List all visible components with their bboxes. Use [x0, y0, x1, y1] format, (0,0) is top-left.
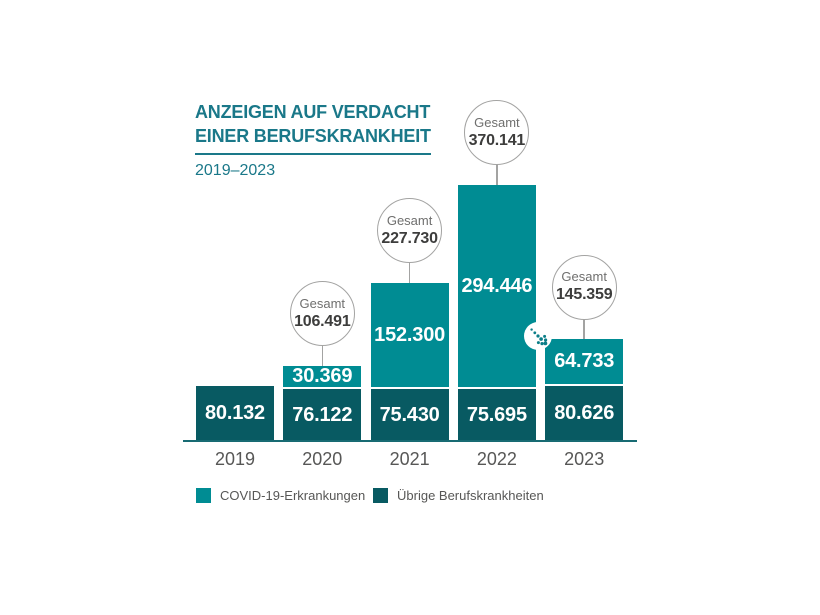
bar-value-covid-2020: 30.369 — [292, 365, 353, 388]
gesamt-bubble-2021: Gesamt 227.730 — [377, 198, 443, 264]
bar-segment-covid-2023: 64.733 — [545, 339, 624, 384]
bar-value-other-2022: 75.695 — [466, 404, 527, 426]
bar-segment-other-2023: 80.626 — [545, 385, 624, 441]
bar-value-covid-2022: 294.446 — [461, 274, 533, 297]
gesamt-bubble-2023: Gesamt 145.359 — [551, 254, 617, 320]
bar-value-covid-2021: 152.300 — [374, 323, 446, 346]
title-line1: ANZEIGEN AUF VERDACHT — [195, 102, 431, 122]
gesamt-connector-2022 — [496, 163, 498, 185]
year-label-2023: 2023 — [564, 449, 605, 469]
bar-value-other-2021: 75.430 — [379, 404, 440, 427]
year-label-2021: 2021 — [389, 449, 430, 469]
gesamt-bubble-2020: Gesamt 106.491 — [289, 281, 355, 347]
gesamt-label-2020: Gesamt — [299, 295, 346, 311]
trend-decrease-badge — [524, 322, 552, 350]
legend-item-other: Übrige Berufskrankheiten — [373, 487, 544, 503]
gesamt-label-2023: Gesamt — [561, 269, 607, 285]
bar-segment-other-2020: 76.122 — [283, 388, 362, 441]
year-label-2019: 2019 — [214, 449, 256, 469]
bar-segment-covid-2021: 152.300 — [370, 282, 449, 388]
gesamt-value-2021: 227.730 — [381, 229, 438, 247]
bar-value-other-2020: 76.122 — [292, 403, 353, 426]
bar-value-covid-2023: 64.733 — [554, 350, 615, 373]
title-line2: EINER BERUFSKRANKHEIT — [195, 126, 431, 146]
x-axis-line — [183, 439, 637, 442]
year-label-2020: 2020 — [302, 449, 343, 469]
chart-header: ANZEIGEN AUF VERDACHT EINER BERUFSKRANKHE… — [195, 100, 431, 180]
dotted-arrow-down-right-icon — [529, 327, 547, 345]
gesamt-label-2022: Gesamt — [474, 114, 520, 130]
gesamt-connector-2021 — [408, 261, 411, 283]
gesamt-connector-2020 — [321, 344, 324, 366]
bar-segment-covid-2020: 30.369 — [283, 365, 362, 388]
bar-value-other-2023: 80.626 — [554, 402, 615, 425]
year-label-2022: 2022 — [476, 449, 517, 469]
bar-segment-other-2019: 80.132 — [196, 385, 274, 441]
bar-segment-other-2022: 75.695 — [457, 389, 536, 441]
bar-segment-covid-2022: 294.446 — [457, 184, 536, 388]
gesamt-value-2023: 145.359 — [555, 286, 613, 304]
gesamt-label-2021: Gesamt — [386, 212, 433, 228]
legend-item-covid: COVID-19-Erkrankungen — [196, 487, 365, 503]
legend-label-other: Übrige Berufskrankheiten — [397, 487, 544, 503]
bar-segment-other-2021: 75.430 — [370, 389, 449, 441]
legend-swatch-other — [373, 487, 388, 503]
legend-swatch-covid — [196, 487, 211, 503]
gesamt-bubble-2022: Gesamt 370.141 — [464, 100, 530, 166]
gesamt-connector-2023 — [583, 318, 585, 340]
legend-label-covid: COVID-19-Erkrankungen — [220, 487, 366, 503]
chart-subtitle: 2019–2023 — [195, 162, 276, 179]
gesamt-value-2020: 106.491 — [294, 313, 351, 331]
gesamt-value-2022: 370.141 — [468, 132, 526, 150]
chart-title: ANZEIGEN AUF VERDACHT EINER BERUFSKRANKHE… — [195, 100, 431, 155]
bar-value-other-2019: 80.132 — [205, 402, 265, 425]
